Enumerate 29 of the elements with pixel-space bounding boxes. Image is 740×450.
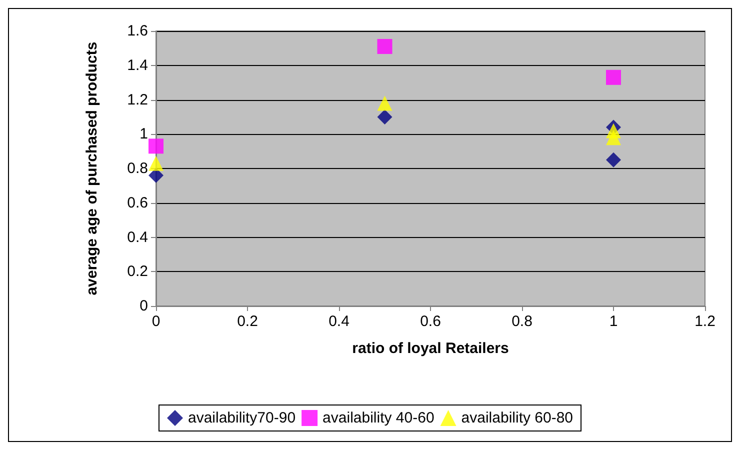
x-axis-title: ratio of loyal Retailers: [352, 340, 509, 357]
y-tick-label: 0.2: [127, 263, 148, 280]
y-tick-label: 1.4: [127, 56, 148, 74]
point: [606, 123, 621, 138]
y-axis-title: average age of purchased products: [84, 42, 100, 296]
y-tick-label: 0.4: [127, 228, 148, 246]
legend-label: availability 60-80: [461, 410, 574, 426]
y-tick-label: 1.2: [127, 91, 148, 108]
x-tick-label: 1: [609, 313, 618, 330]
point: [377, 96, 392, 111]
y-tick-label: 0.6: [127, 194, 148, 212]
point: [377, 109, 392, 124]
x-tick-label: 1.2: [694, 313, 716, 330]
point: [377, 38, 392, 54]
y-tick-label: 0.8: [127, 160, 148, 177]
x-tick-label: 0.2: [237, 313, 258, 330]
point: [148, 156, 164, 171]
x-tick-label: 0.6: [420, 313, 441, 330]
legend-label: availability 40-60: [322, 410, 434, 426]
y-tick-label: 1: [140, 126, 148, 143]
legend-label: availability70-90: [188, 410, 296, 426]
y-tick-label: 1.6: [127, 22, 148, 40]
x-tick-label: 0.8: [512, 313, 532, 330]
y-tick-label: 0: [140, 298, 148, 314]
point: [606, 70, 621, 85]
x-tick-label: 0.4: [328, 313, 350, 330]
x-tick-label: 0: [152, 313, 160, 330]
point: [606, 152, 621, 168]
point: [148, 138, 164, 154]
